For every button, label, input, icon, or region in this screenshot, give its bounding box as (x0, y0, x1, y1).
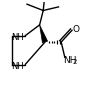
Text: 2: 2 (73, 59, 77, 65)
Text: NH: NH (63, 56, 76, 65)
Text: NH: NH (11, 33, 24, 42)
Text: NH: NH (11, 62, 24, 71)
Polygon shape (40, 25, 48, 43)
Text: O: O (73, 25, 80, 34)
